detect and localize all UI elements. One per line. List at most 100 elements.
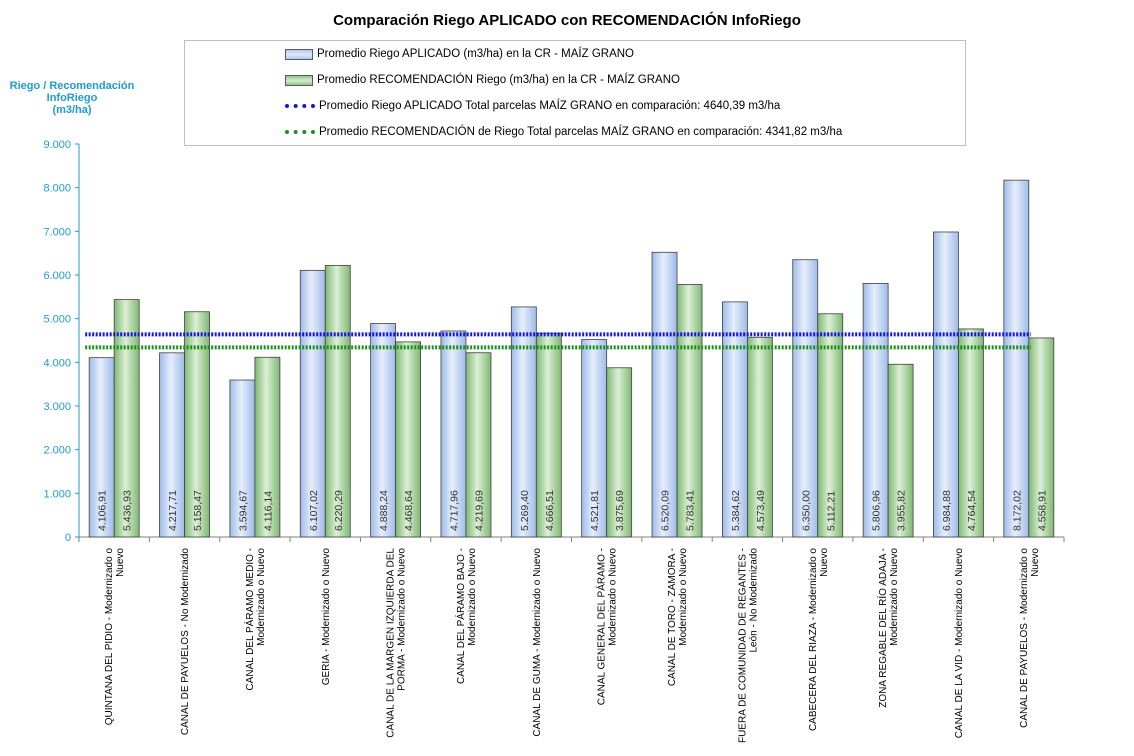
category-label: QUINTANA DEL PIDIO - Modernizado o	[104, 548, 115, 726]
bar-value-label: 6.984,88	[941, 490, 953, 531]
category-label: Nuevo	[819, 548, 830, 577]
legend-item-total-aplicado: Promedio Riego APLICADO Total parcelas M…	[285, 93, 955, 119]
bar-value-label: 4.666,51	[544, 490, 556, 531]
bar-value-label: 4.219,69	[473, 490, 485, 531]
y-tick-label: 8.000	[43, 183, 71, 195]
bar-value-label: 3.594,67	[237, 490, 249, 531]
bar-value-label: 5.783,41	[685, 490, 697, 531]
bar-recomendacion	[395, 341, 422, 538]
legend-swatch-total-recomendacion	[285, 130, 315, 134]
category-label: ZONA REGABLE DEL RÍO ADAJA -	[876, 548, 889, 708]
bar-aplicado	[651, 251, 678, 538]
legend-swatch-total-aplicado	[285, 104, 315, 108]
category-label: Modernizado o Nuevo	[467, 548, 478, 646]
bar-value-label: 3.955,82	[896, 490, 908, 531]
y-tick-label: 9.000	[43, 139, 71, 151]
category-label: CANAL DE PAYUELOS - No Modernizado	[180, 548, 191, 736]
legend-label-aplicado: Promedio Riego APLICADO (m3/ha) en la CR…	[317, 48, 634, 60]
legend: Promedio Riego APLICADO (m3/ha) en la CR…	[184, 40, 966, 146]
bar-value-label: 5.269,40	[519, 490, 531, 531]
y-axis-title: Riego / Recomendación InfoRiego (m3/ha)	[0, 80, 144, 116]
legend-label-total-recomendacion: Promedio RECOMENDACIÓN de Riego Total pa…	[319, 126, 843, 138]
bar-aplicado	[370, 323, 397, 538]
legend-item-aplicado: Promedio Riego APLICADO (m3/ha) en la CR…	[285, 41, 955, 67]
bar-value-label: 4.468,64	[403, 490, 415, 531]
bar-recomendacion	[676, 284, 703, 538]
category-label: CANAL DE TORO - ZAMORA -	[667, 548, 678, 686]
bar-value-label: 4.558,91	[1036, 490, 1048, 531]
category-label: CANAL DE LA MARGEN IZQUIERDA DEL	[386, 548, 397, 738]
bar-value-label: 4.521,81	[589, 490, 601, 531]
bar-aplicado	[792, 259, 819, 538]
category-label: FUERA DE COMUNIDAD DE REGANTES -	[737, 548, 748, 743]
bar-value-label: 6.107,02	[308, 490, 320, 531]
legend-label-recomendacion: Promedio RECOMENDACIÓN Riego (m3/ha) en …	[317, 74, 680, 86]
category-label: CANAL DEL PÁRAMO MEDIO -	[243, 548, 256, 691]
legend-item-recomendacion: Promedio RECOMENDACIÓN Riego (m3/ha) en …	[285, 67, 955, 93]
y-tick-label: 0	[65, 532, 71, 544]
y-tick-label: 3.000	[43, 401, 71, 413]
category-label: CABECERA DEL RIAZA - Modernizado o	[808, 548, 819, 731]
legend-swatch-recomendacion	[285, 74, 313, 86]
bar-aplicado	[299, 269, 326, 538]
bar-recomendacion	[1028, 337, 1055, 538]
bar-value-label: 4.888,24	[378, 490, 390, 531]
y-axis-title-line: Riego / Recomendación	[9, 80, 135, 92]
bar-value-label: 5.384,62	[730, 490, 742, 531]
bar-value-label: 5.806,96	[871, 490, 883, 531]
category-label: Modernizado o Nuevo	[256, 548, 267, 646]
category-label: Modernizado o Nuevo	[608, 548, 619, 646]
bar-value-label: 4.717,96	[448, 490, 460, 531]
bar-value-label: 6.350,00	[800, 490, 812, 531]
category-label: Nuevo	[115, 548, 126, 577]
bar-recomendacion	[465, 352, 492, 538]
bar-aplicado	[1003, 179, 1030, 538]
y-tick-label: 5.000	[43, 314, 71, 326]
y-axis-title-line: InfoRiego	[46, 92, 98, 104]
legend-item-total-recomendacion: Promedio RECOMENDACIÓN de Riego Total pa…	[285, 119, 955, 145]
bar-value-label: 5.158,47	[192, 490, 204, 531]
bar-aplicado	[159, 352, 185, 538]
category-label: Nuevo	[1030, 548, 1041, 577]
bar-value-label: 8.172,02	[1011, 490, 1023, 531]
bar-value-label: 3.875,69	[614, 490, 626, 531]
bar-value-label: 4.116,14	[262, 491, 274, 531]
bar-aplicado	[229, 379, 256, 538]
legend-swatch-aplicado	[285, 48, 313, 60]
chart-title: Comparación Riego APLICADO con RECOMENDA…	[333, 12, 801, 29]
category-label: Modernizado o Nuevo	[678, 548, 689, 646]
y-tick-label: 1.000	[43, 488, 71, 500]
category-label: León - No Modernizado	[748, 548, 759, 653]
bar-aplicado	[933, 231, 959, 538]
bar-aplicado	[721, 301, 748, 538]
bar-value-label: 6.220,29	[333, 490, 345, 531]
bar-recomendacion	[746, 336, 773, 538]
bar-recomendacion	[254, 356, 281, 538]
category-label: Modernizado o Nuevo	[889, 548, 900, 646]
bar-recomendacion	[113, 299, 140, 538]
bar-value-label: 5.436,93	[122, 490, 134, 531]
bar-value-label: 4.764,54	[966, 490, 978, 531]
bar-recomendacion	[324, 264, 351, 538]
bar-aplicado	[510, 306, 537, 538]
bar-aplicado	[862, 283, 889, 538]
bar-aplicado	[581, 339, 608, 538]
category-label: CANAL DE LA VID - Modernizado o Nuevo	[954, 548, 965, 739]
bar-recomendacion	[958, 328, 984, 538]
category-label: CANAL DE PAYUELOS - Modernizado o	[1019, 548, 1030, 728]
bar-recomendacion	[606, 367, 633, 538]
y-tick-label: 7.000	[43, 226, 71, 238]
y-tick-label: 4.000	[43, 357, 71, 369]
bar-value-label: 4.573,49	[755, 490, 767, 531]
category-label: GERIA - Modernizado o Nuevo	[321, 548, 332, 686]
bar-recomendacion	[887, 363, 914, 538]
category-label: CANAL GENERAL DEL PÁRAMO -	[595, 548, 608, 705]
y-tick-label: 6.000	[43, 270, 71, 282]
bar-value-label: 5.112,21	[825, 491, 837, 531]
category-label: CANAL DEL PÁRAMO BAJO -	[454, 548, 467, 684]
bar-recomendacion	[817, 313, 844, 538]
legend-label-total-aplicado: Promedio Riego APLICADO Total parcelas M…	[319, 100, 781, 112]
bar-value-label: 4.217,71	[167, 490, 179, 531]
y-tick-label: 2.000	[43, 445, 71, 457]
